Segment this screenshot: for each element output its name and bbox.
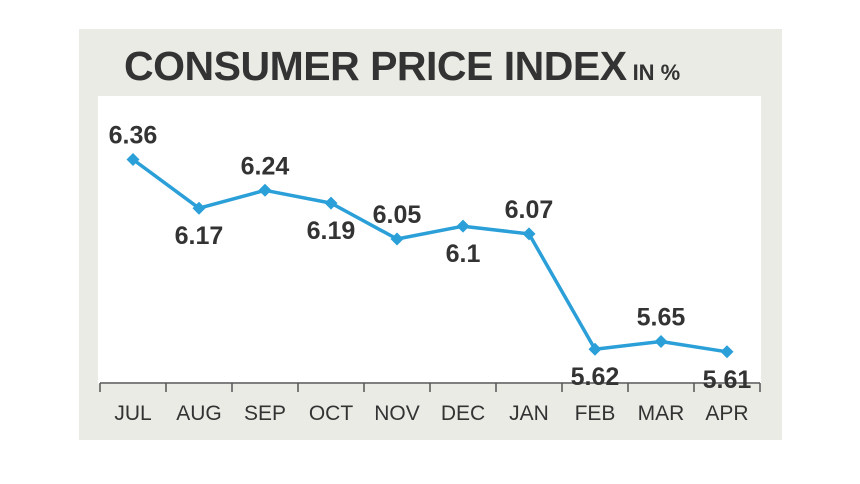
series-line — [131, 158, 728, 354]
data-label: 6.19 — [307, 217, 356, 245]
data-label: 5.61 — [703, 366, 752, 394]
data-point-marker — [456, 219, 470, 233]
x-tick-label: MAR — [638, 402, 685, 425]
data-point-marker — [390, 232, 404, 246]
x-tick-label: DEC — [441, 402, 485, 425]
data-label: 6.1 — [446, 240, 481, 268]
data-point-marker — [192, 201, 206, 215]
x-tick-label: APR — [705, 402, 748, 425]
data-label: 6.24 — [241, 152, 290, 180]
data-label: 6.07 — [505, 196, 554, 224]
data-point-marker — [654, 335, 668, 349]
data-label: 5.65 — [637, 304, 686, 332]
data-point-marker — [126, 153, 140, 167]
plot-area — [98, 96, 761, 384]
x-tick-label: NOV — [374, 402, 420, 425]
data-label: 6.36 — [109, 122, 158, 150]
x-tick-label: FEB — [575, 402, 616, 425]
data-point-marker — [720, 345, 734, 359]
data-point-marker — [522, 227, 536, 241]
data-label: 5.62 — [571, 363, 620, 391]
x-tick-label: AUG — [176, 402, 222, 425]
x-tick-label: JAN — [509, 402, 549, 425]
chart-subtitle: IN % — [632, 60, 681, 85]
data-label: 6.17 — [175, 222, 224, 250]
data-point-marker — [258, 183, 272, 197]
x-tick-label: JUL — [114, 402, 151, 425]
data-point-marker — [324, 196, 338, 210]
x-tick-label: OCT — [309, 402, 354, 425]
x-tick-label: SEP — [244, 402, 286, 425]
chart-title: CONSUMER PRICE INDEX — [124, 43, 627, 89]
chart-title-row: CONSUMER PRICE INDEX IN % — [124, 43, 680, 90]
data-label: 6.05 — [373, 201, 422, 229]
data-point-marker — [588, 342, 602, 356]
